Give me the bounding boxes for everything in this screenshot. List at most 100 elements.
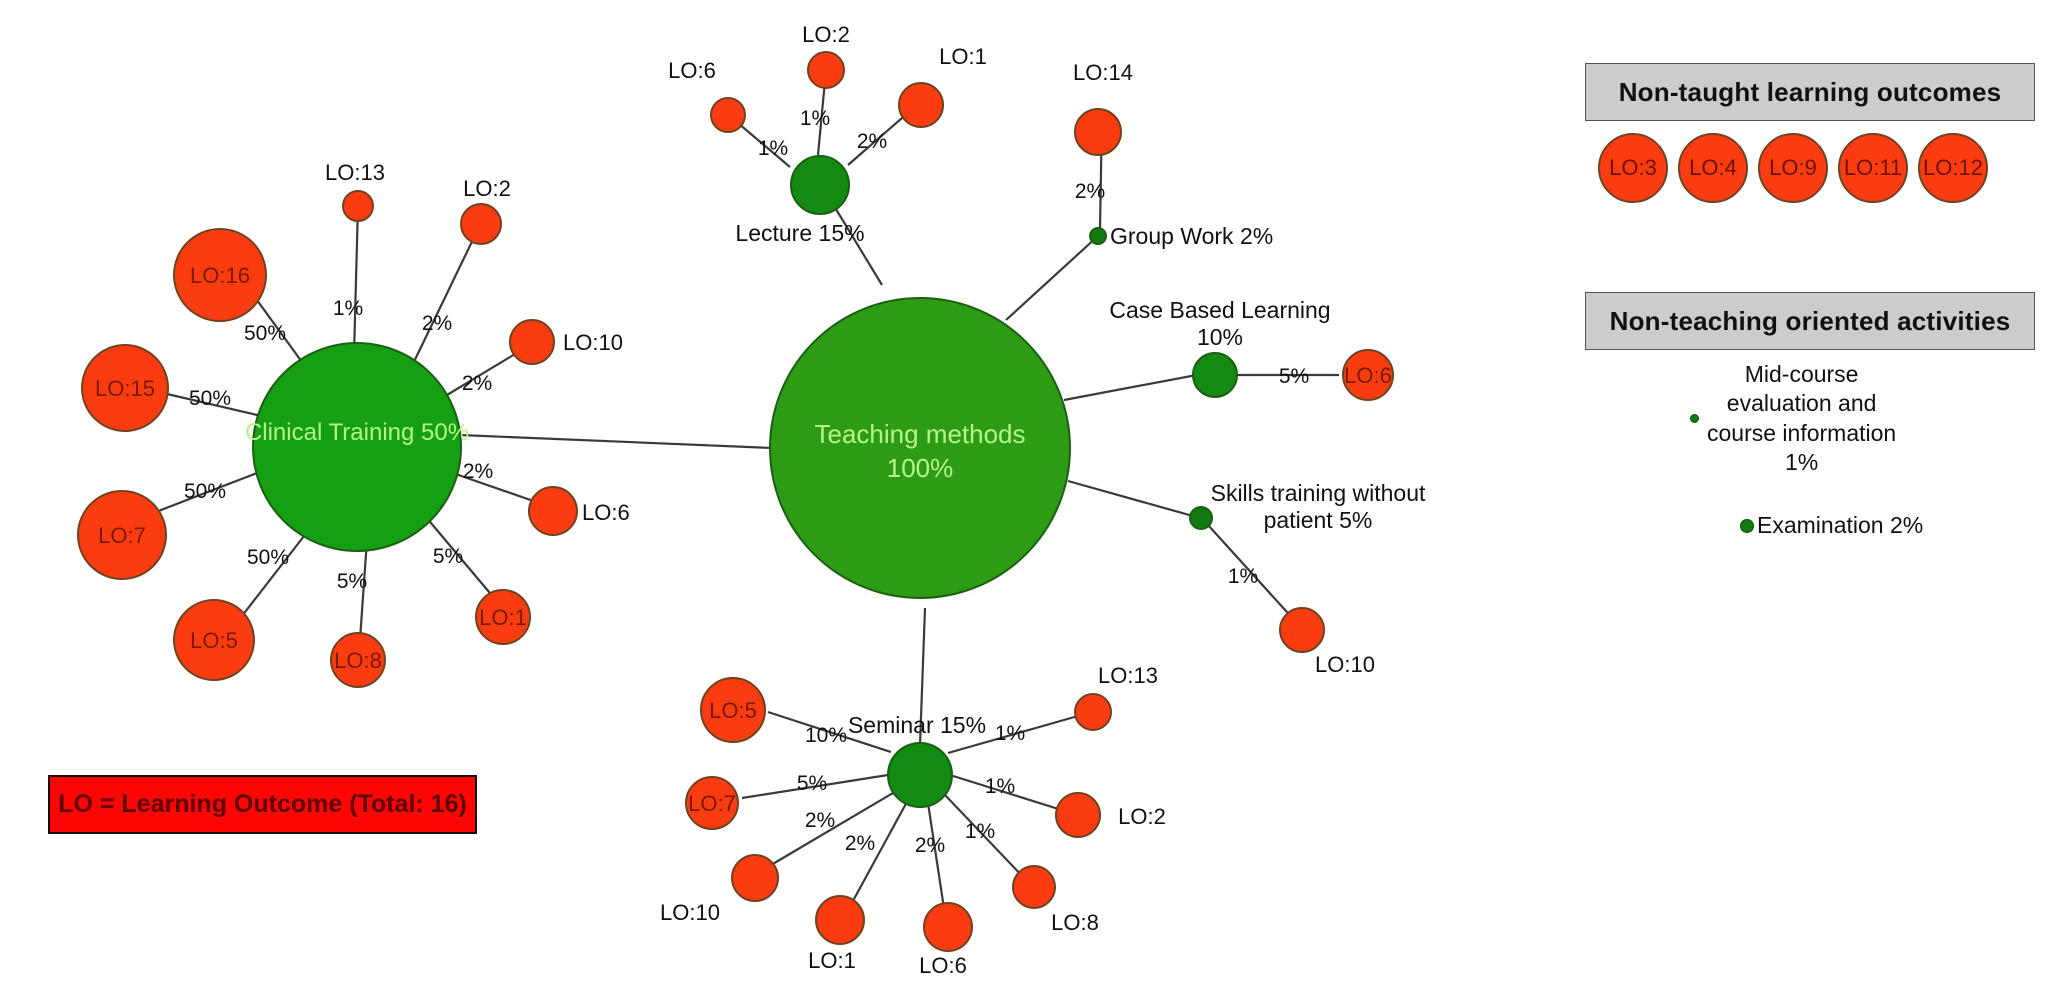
node-lo5-seminar-label: LO:5: [709, 698, 757, 723]
node-seminar[interactable]: [887, 742, 953, 808]
non-taught-chip-lo11[interactable]: LO:11: [1838, 133, 1908, 203]
edge-teaching-to-clinical: [459, 433, 773, 450]
edge-teaching-to-groupwork: [1005, 235, 1099, 321]
edge-seminar-lo13: [947, 712, 1086, 755]
node-skills-training[interactable]: [1189, 506, 1213, 530]
pct-clinical-lo15: 50%: [189, 387, 231, 410]
lecture-leaves: LO:6 LO:2 LO:1 1% 1% 2%: [668, 22, 987, 160]
pct-clinical-lo2: 2%: [422, 312, 452, 335]
label-lo2-seminar: LO:2: [1118, 804, 1166, 829]
node-lo7-label: LO:7: [98, 523, 146, 548]
label-lo2-clinical: LO:2: [463, 176, 511, 201]
label-lo6-seminar: LO:6: [919, 953, 967, 978]
edge-clinical-lo6: [443, 468, 546, 507]
pct-clinical-lo6: 2%: [463, 460, 493, 483]
node-lo16[interactable]: [173, 228, 267, 322]
label-lo6-clinical: LO:6: [582, 500, 630, 525]
node-group-work[interactable]: [1089, 227, 1107, 245]
label-lo14: LO:14: [1073, 60, 1133, 85]
non-taught-chip-lo4-label: LO:4: [1689, 155, 1737, 180]
node-lo5-seminar[interactable]: [700, 677, 766, 743]
pct-groupwork-lo14: 2%: [1075, 180, 1105, 203]
non-taught-chip-lo9[interactable]: LO:9: [1758, 133, 1828, 203]
node-lo2-lecture[interactable]: [807, 51, 845, 89]
node-lo8-clinical[interactable]: [330, 632, 386, 688]
node-lo6-cbl[interactable]: [1342, 349, 1394, 401]
node-teaching-methods[interactable]: [769, 297, 1071, 599]
node-skills-label-line1: Skills training without: [1211, 480, 1426, 506]
node-lo2-clinical[interactable]: [460, 203, 502, 245]
label-lo10-skills: LO:10: [1315, 652, 1375, 677]
pct-seminar-lo10: 2%: [805, 809, 835, 832]
pct-seminar-lo5: 10%: [805, 724, 847, 747]
pct-cbl-lo6: 5%: [1279, 365, 1309, 388]
pct-seminar-lo6: 2%: [915, 834, 945, 857]
node-case-based-learning[interactable]: [1192, 352, 1238, 398]
skills-leaves: LO:10 1%: [1228, 565, 1375, 677]
node-lo5-clinical[interactable]: [173, 599, 255, 681]
pct-lecture-lo2: 1%: [800, 107, 830, 130]
node-lo6-clinical[interactable]: [528, 486, 578, 536]
non-teaching-header: Non-teaching oriented activities: [1585, 292, 2035, 350]
pct-lecture-lo6: 1%: [758, 137, 788, 160]
node-lecture[interactable]: [790, 155, 850, 215]
node-lo1-lecture[interactable]: [898, 82, 944, 128]
lo-key-legend: LO = Learning Outcome (Total: 16): [48, 775, 477, 834]
pct-seminar-lo1: 2%: [845, 832, 875, 855]
edge-skills-lo10: [1207, 524, 1297, 623]
activity-mid-course-evaluation[interactable]: Mid-course evaluation and course informa…: [1690, 360, 1970, 478]
edge-clinical-lo15: [149, 388, 271, 420]
edge-teaching-to-cbl: [1063, 372, 1203, 402]
node-lo10-clinical[interactable]: [509, 319, 555, 365]
node-lo6-lecture[interactable]: [710, 97, 746, 133]
node-lo1-clinical-label: LO:1: [479, 605, 527, 630]
pct-clinical-lo13: 1%: [333, 297, 363, 320]
node-lo13-clinical[interactable]: [342, 190, 374, 222]
label-lo6-lecture: LO:6: [668, 58, 716, 83]
edge-seminar-lo10: [765, 792, 894, 869]
node-lo8-clinical-label: LO:8: [334, 648, 382, 673]
activity-examination[interactable]: Examination 2%: [1740, 512, 1923, 539]
node-seminar-label: Seminar 15%: [848, 712, 986, 738]
non-taught-chip-lo4[interactable]: LO:4: [1678, 133, 1748, 203]
label-lo13-seminar: LO:13: [1098, 663, 1158, 688]
node-lo13-seminar[interactable]: [1074, 693, 1112, 731]
node-lo15[interactable]: [81, 344, 169, 432]
edge-seminar-lo8: [944, 794, 1027, 881]
node-clinical-training[interactable]: [252, 342, 462, 552]
node-lo8-seminar[interactable]: [1012, 865, 1056, 909]
activity-line-4: 1%: [1784, 449, 1819, 476]
node-lo1-seminar[interactable]: [815, 895, 865, 945]
skills-edges: [1207, 524, 1297, 623]
node-teaching-methods-label-line1: Teaching methods: [814, 419, 1025, 449]
node-lo7-seminar[interactable]: [685, 776, 739, 830]
hub-edges: [459, 195, 1203, 746]
node-lo15-label: LO:15: [95, 376, 155, 401]
seminar-leaves: LO:5 LO:7 LO:10 LO:1 LO:6 LO:8 LO:2 LO:1…: [660, 663, 1166, 978]
non-taught-chip-lo3[interactable]: LO:3: [1598, 133, 1668, 203]
activity-mid-course-evaluation-label: Mid-course evaluation and course informa…: [1707, 360, 1896, 478]
node-lo5-clinical-label: LO:5: [190, 628, 238, 653]
non-taught-chip-lo12[interactable]: LO:12: [1918, 133, 1988, 203]
node-lo7-clinical[interactable]: [77, 490, 167, 580]
activity-line-3: course information: [1707, 419, 1897, 446]
node-lo10-seminar[interactable]: [731, 854, 779, 902]
label-lo8-seminar: LO:8: [1051, 910, 1099, 935]
pct-seminar-lo8: 1%: [965, 820, 995, 843]
node-lo2-seminar[interactable]: [1055, 792, 1101, 838]
pct-lecture-lo1: 2%: [857, 130, 887, 153]
label-lo10-clinical: LO:10: [563, 330, 623, 355]
node-lo1-clinical[interactable]: [475, 589, 531, 645]
node-lo6-seminar[interactable]: [923, 902, 973, 952]
node-group-work-label: Group Work 2%: [1110, 223, 1273, 249]
node-lo10-skills[interactable]: [1279, 607, 1325, 653]
pct-skills-lo10: 1%: [1228, 565, 1258, 588]
edge-teaching-to-seminar: [918, 607, 927, 746]
node-lo7-seminar-label: LO:7: [688, 791, 736, 816]
node-clinical-training-label: Clinical Training 50%: [245, 419, 469, 446]
edge-clinical-lo2: [409, 224, 481, 371]
activity-line-1: Mid-course: [1744, 361, 1859, 387]
pct-clinical-lo16: 50%: [244, 322, 286, 345]
node-lo14[interactable]: [1074, 108, 1122, 156]
